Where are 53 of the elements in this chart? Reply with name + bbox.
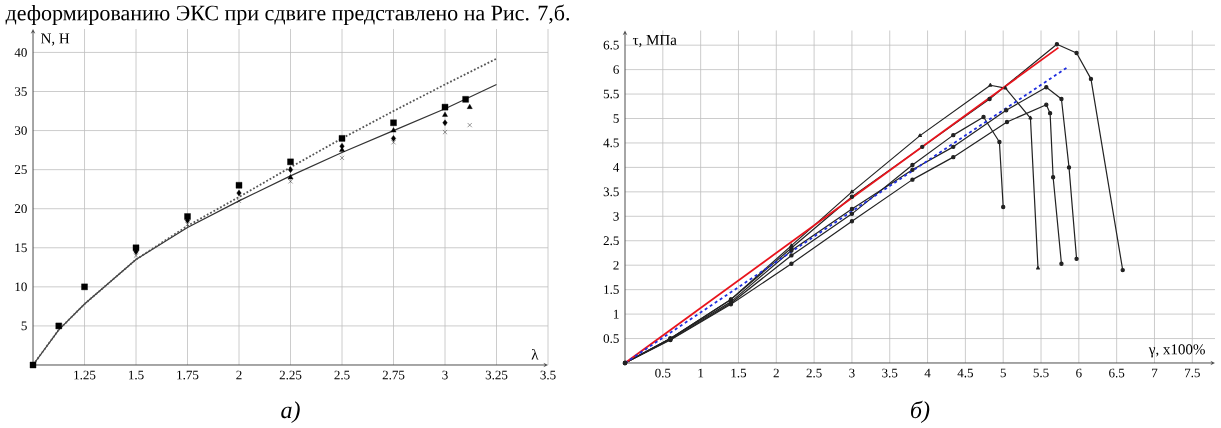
x-tick-label: 3 (442, 370, 448, 380)
x-tick-label: 3.5 (540, 370, 556, 380)
y-axis-title: N, Н (40, 33, 70, 46)
y-tick-label: 4 (613, 163, 620, 172)
y-tick-label: 1 (613, 309, 619, 319)
x-tick-label: 1.5 (129, 370, 144, 380)
x-tick-label: 2.75 (382, 370, 405, 380)
y-tick-label: 3 (613, 211, 619, 221)
x-tick-label: 3.25 (485, 370, 508, 380)
text: деформированию ЭКС при сдвиге представлено на Рис. 7,б. (5, 4, 570, 25)
y-tick-label: 5.5 (603, 89, 619, 99)
y-tick-label: 10 (15, 282, 27, 292)
x-tick-label: 5.5 (1033, 368, 1049, 378)
x-tick-label: 2 (773, 368, 779, 378)
x-tick-label: 2.5 (334, 370, 350, 380)
y-tick-label: 6 (613, 65, 619, 74)
x-tick-label: 3.5 (882, 368, 898, 378)
y-tick-label: 20 (14, 204, 27, 214)
y-tick-label: 5 (21, 321, 27, 331)
y-tick-label: 30 (14, 126, 27, 135)
x-tick-label: 5 (1000, 368, 1006, 378)
y-tick-label: 4.5 (603, 138, 619, 148)
y-tick-label: 5 (613, 114, 619, 123)
x-tick-label: 7 (1152, 368, 1158, 378)
y-tick-label: 0.5 (603, 334, 619, 343)
x-tick-label: 4.5 (957, 368, 973, 378)
x-tick-label: 1.25 (74, 370, 96, 380)
x-tick-label: 2.5 (806, 368, 822, 378)
text: б) (911, 400, 930, 424)
text: а) (281, 401, 300, 424)
y-tick-label: 25 (14, 165, 27, 175)
x-tick-label: 3 (849, 368, 855, 378)
x-tick-label: 7.5 (1185, 368, 1200, 378)
y-tick-label: 35 (14, 87, 27, 96)
y-tick-label: 40 (14, 48, 27, 57)
x-tick-label: 1 (698, 368, 704, 378)
x-axis-title: γ, x100% (1148, 344, 1205, 358)
y-tick-label: 6.5 (603, 40, 619, 50)
x-tick-label: 1.5 (731, 368, 747, 378)
x-tick-label: 4 (924, 368, 931, 378)
y-tick-label: 2 (613, 260, 619, 270)
x-tick-label: 6 (1076, 368, 1082, 378)
x-tick-label: 6.5 (1109, 368, 1125, 378)
y-axis-title: τ, МПа (632, 35, 677, 48)
x-tick-label: 0.5 (655, 368, 671, 378)
y-tick-label: 3.5 (603, 187, 619, 197)
x-axis-title: λ (531, 348, 539, 360)
x-tick-label: 2 (236, 370, 242, 380)
x-tick-label: 1.75 (177, 370, 199, 380)
x-tick-label: 2.25 (279, 370, 302, 380)
y-tick-label: 1.5 (604, 285, 619, 295)
y-tick-label: 15 (15, 243, 27, 253)
y-tick-label: 2.5 (603, 236, 619, 246)
